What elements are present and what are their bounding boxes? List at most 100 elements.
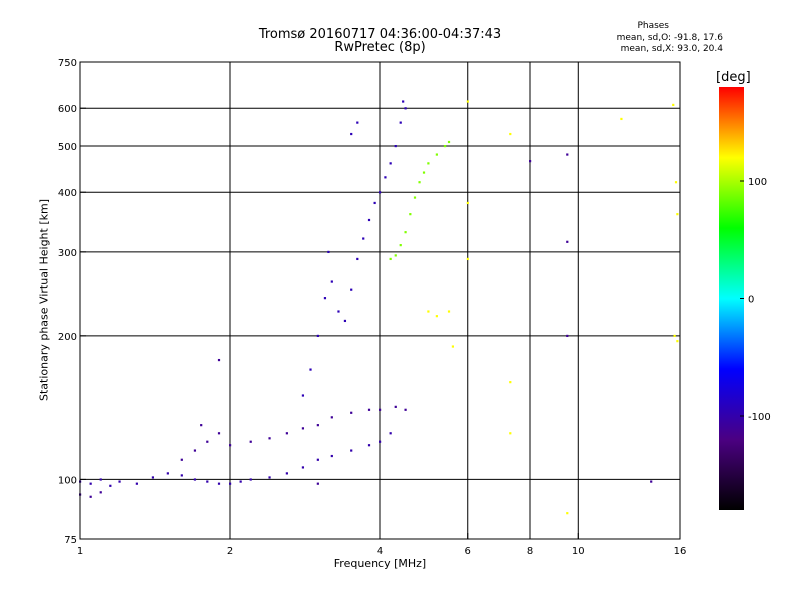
- data-points: [79, 100, 679, 515]
- echo-point: [316, 482, 319, 485]
- x-tick-label: 8: [527, 546, 533, 557]
- echo-point: [466, 201, 469, 205]
- y-tick-label: 400: [58, 188, 77, 199]
- x-axis-label: Frequency [MHz]: [333, 557, 427, 570]
- echo-point: [466, 100, 469, 103]
- echo-point: [217, 432, 221, 435]
- echo-point: [676, 340, 679, 343]
- echo-point: [268, 476, 271, 479]
- echo-point: [350, 411, 353, 414]
- echo-point: [672, 103, 675, 107]
- echo-point: [435, 153, 438, 156]
- echo-point: [330, 454, 333, 458]
- echo-point: [418, 181, 421, 184]
- echo-point: [362, 237, 365, 240]
- echo-point: [330, 416, 333, 419]
- echo-point: [399, 244, 402, 247]
- echo-point: [229, 482, 232, 485]
- phase-stats-title: Phases: [637, 21, 669, 31]
- echo-point: [384, 176, 387, 179]
- echo-point: [99, 478, 102, 481]
- x-tick-label: 6: [465, 546, 471, 557]
- echo-point: [427, 310, 430, 313]
- x-tick-label: 2: [227, 546, 233, 557]
- colorbar: [719, 87, 744, 510]
- echo-point: [166, 472, 169, 475]
- echo-point: [466, 257, 469, 261]
- echo-point: [249, 478, 252, 481]
- echo-point: [673, 334, 676, 338]
- echo-point: [337, 310, 340, 313]
- colorbar-tick-label: 100: [748, 177, 767, 188]
- echo-point: [435, 315, 438, 318]
- echo-point: [379, 408, 382, 411]
- x-tick-label: 4: [377, 546, 383, 557]
- echo-point: [356, 257, 359, 261]
- echo-point: [676, 213, 679, 216]
- y-tick-label: 200: [58, 332, 77, 343]
- echo-point: [151, 476, 155, 479]
- echo-point: [422, 171, 426, 174]
- echo-point: [389, 162, 392, 165]
- echo-point: [650, 480, 653, 483]
- echo-point: [350, 449, 353, 452]
- echo-point: [135, 482, 138, 485]
- y-tick-label: 300: [58, 248, 77, 259]
- chart-title: Tromsø 20160717 04:36:00-04:37:43: [258, 27, 502, 42]
- echo-point: [509, 132, 512, 136]
- echo-point: [301, 427, 305, 430]
- echo-point: [404, 408, 407, 411]
- echo-point: [404, 231, 407, 234]
- echo-point: [301, 394, 305, 397]
- x-tick-label: 16: [674, 546, 687, 557]
- echo-point: [367, 408, 371, 411]
- echo-point: [89, 482, 92, 485]
- colorbar-tick-label: -100: [748, 412, 771, 423]
- x-tick-label: 1: [77, 546, 83, 557]
- echo-point: [451, 345, 455, 348]
- echo-point: [350, 132, 353, 136]
- echo-point: [239, 480, 242, 483]
- echo-point: [394, 254, 397, 257]
- echo-point: [566, 240, 569, 243]
- echo-point: [327, 250, 330, 254]
- echo-point: [356, 121, 359, 124]
- echo-point: [394, 144, 397, 148]
- echo-point: [404, 107, 407, 110]
- y-axis-label: Stationary phase Virtual Height [km]: [37, 198, 51, 402]
- y-tick-label: 600: [58, 104, 77, 115]
- echo-point: [394, 405, 397, 408]
- echo-point: [566, 153, 569, 156]
- echo-point: [402, 100, 405, 103]
- echo-point: [249, 440, 252, 443]
- echo-point: [217, 358, 221, 362]
- echo-point: [206, 440, 209, 443]
- echo-point: [674, 181, 678, 184]
- chart-subtitle: RwPretec (8p): [334, 40, 426, 55]
- colorbar-unit-label: [deg]: [716, 70, 751, 85]
- echo-point: [99, 491, 102, 494]
- colorbar-tick-label: 0: [748, 295, 754, 306]
- echo-point: [566, 334, 569, 338]
- echo-point: [285, 432, 288, 435]
- echo-point: [409, 213, 412, 216]
- echo-point: [200, 424, 203, 427]
- echo-point: [193, 478, 197, 481]
- y-tick-label: 500: [58, 142, 77, 153]
- echo-point: [443, 144, 447, 148]
- echo-point: [301, 466, 305, 469]
- echo-point: [379, 191, 382, 194]
- echo-point: [180, 474, 183, 477]
- echo-point: [330, 280, 333, 283]
- phase-stats-o-mode: mean, sd,O: -91.8, 17.6: [616, 33, 723, 43]
- echo-point: [309, 368, 312, 371]
- grid-lines: [80, 62, 680, 539]
- echo-point: [323, 297, 327, 300]
- echo-point: [316, 458, 319, 461]
- phase-stats-x-mode: mean, sd,X: 93.0, 20.4: [620, 44, 723, 54]
- echo-point: [447, 140, 451, 144]
- echo-point: [427, 162, 430, 165]
- echo-point: [529, 160, 532, 163]
- echo-point: [118, 480, 121, 483]
